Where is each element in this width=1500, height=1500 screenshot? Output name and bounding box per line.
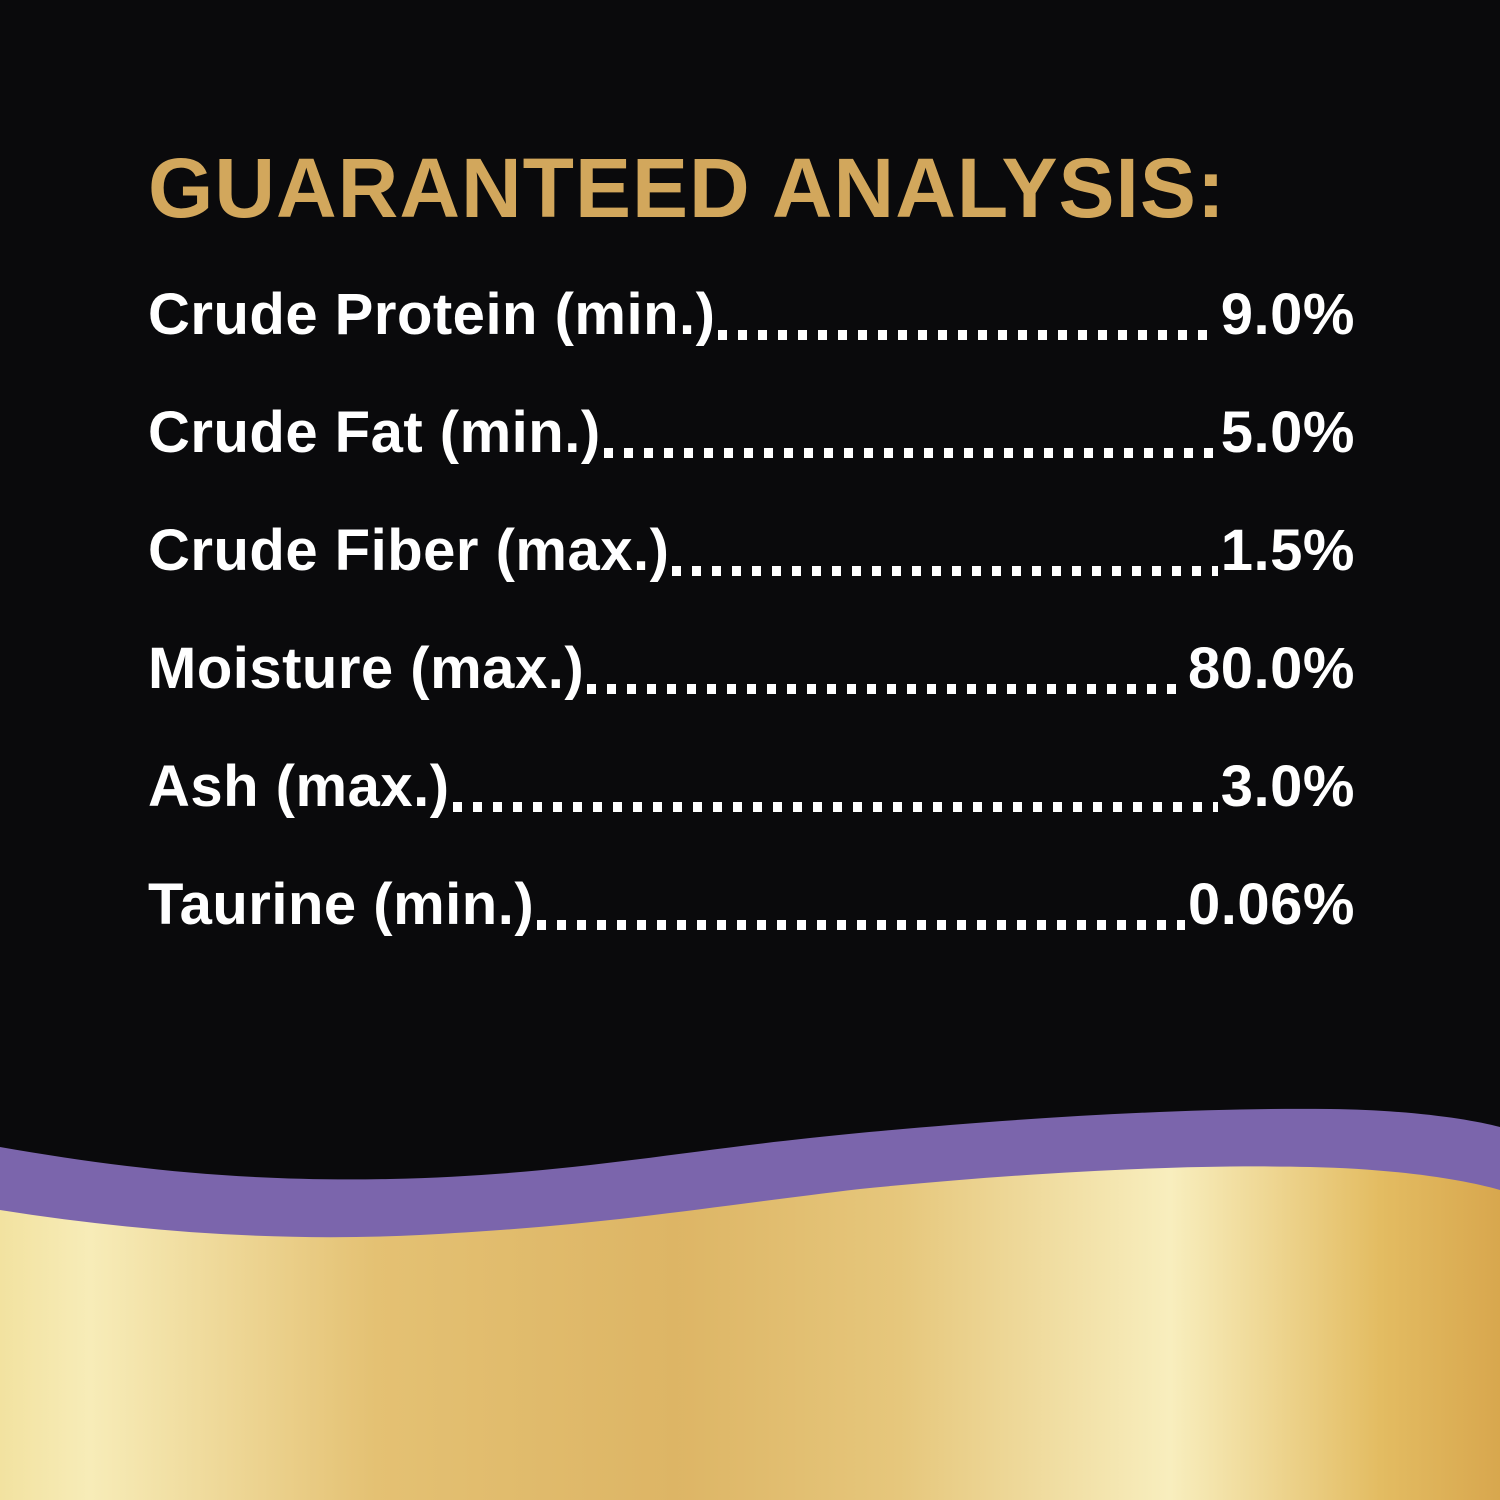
- row-value: 3.0%: [1220, 754, 1355, 819]
- row-label: Taurine (min.): [148, 872, 535, 937]
- leader-dots: [452, 802, 1218, 812]
- analysis-row-taurine: Taurine (min.) 0.06%: [148, 846, 1355, 964]
- leader-dots: [537, 920, 1186, 930]
- leader-dots: [718, 330, 1218, 340]
- analysis-row-ash: Ash (max.) 3.0%: [148, 728, 1355, 846]
- row-value: 1.5%: [1220, 518, 1355, 583]
- leader-dots: [672, 566, 1218, 576]
- row-value: 80.0%: [1188, 636, 1355, 701]
- analysis-row-moisture: Moisture (max.) 80.0%: [148, 610, 1355, 728]
- row-value: 0.06%: [1188, 872, 1355, 937]
- guaranteed-analysis-heading: GUARANTEED ANALYSIS:: [148, 141, 1226, 235]
- wave-gold-field: [0, 1166, 1500, 1500]
- row-value: 5.0%: [1220, 400, 1355, 465]
- analysis-table: Crude Protein (min.) 9.0% Crude Fat (min…: [148, 256, 1355, 964]
- wave-decoration: [0, 1108, 1500, 1500]
- analysis-row-crude-fiber: Crude Fiber (max.) 1.5%: [148, 492, 1355, 610]
- analysis-row-crude-protein: Crude Protein (min.) 9.0%: [148, 256, 1355, 374]
- row-label: Crude Fat (min.): [148, 400, 601, 465]
- leader-dots: [603, 448, 1218, 458]
- row-label: Ash (max.): [148, 754, 450, 819]
- leader-dots: [587, 684, 1186, 694]
- analysis-row-crude-fat: Crude Fat (min.) 5.0%: [148, 374, 1355, 492]
- row-label: Crude Protein (min.): [148, 282, 716, 347]
- row-label: Crude Fiber (max.): [148, 518, 670, 583]
- row-value: 9.0%: [1220, 282, 1355, 347]
- row-label: Moisture (max.): [148, 636, 585, 701]
